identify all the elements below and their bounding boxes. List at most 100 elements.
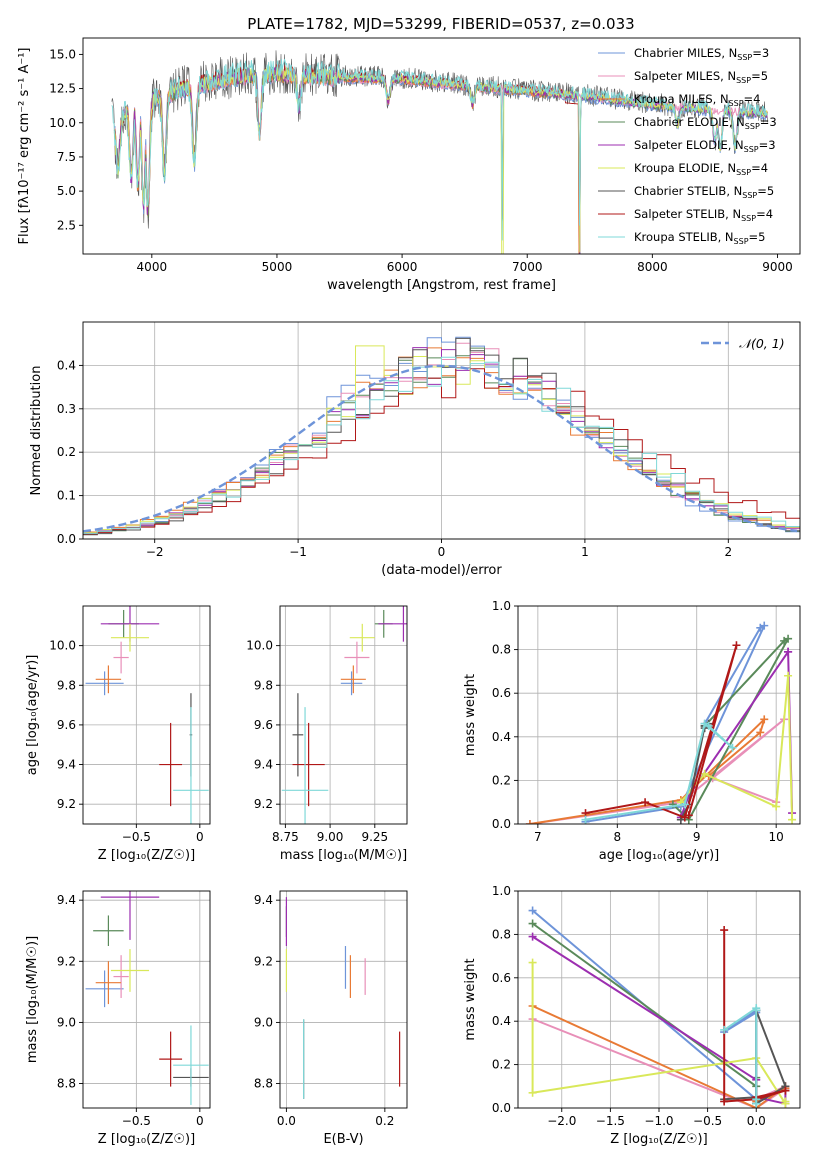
errorbar-point-2 (95, 665, 122, 694)
weight-marker (780, 636, 789, 645)
x-tick-label: 8.75 (272, 830, 299, 844)
figure-title: PLATE=1782, MJD=53299, FIBERID=0537, z=0… (247, 15, 634, 33)
axes-frame (279, 890, 408, 1109)
y-tick-label: 9.6 (254, 718, 273, 732)
panel-mass-vs-EBV: 0.0 0.2 8.8 9.0 9.2 9.4 E(B-V) (254, 890, 408, 1147)
weight-marker (732, 641, 741, 650)
y-tick-label: 0.0 (492, 817, 511, 831)
errorbar-point-2 (95, 961, 122, 1005)
x-tick-label: −0.5 (122, 1114, 151, 1128)
x-tick-label: 7000 (512, 260, 543, 274)
x-tick-label: 7 (534, 830, 542, 844)
panel-mass-vs-Z: −0.5 0 8.8 9.0 9.2 9.4 Z [log₁₀(Z/Z☉)] mass [lo… (25, 890, 211, 1147)
errorbar-point-2 (340, 665, 366, 694)
errorbar-point-5 (110, 623, 150, 652)
weight-marker (528, 958, 537, 967)
legend-label: Kroupa ELODIE, NSSP=4 (634, 161, 768, 177)
y-tick-label: 1.0 (492, 884, 511, 898)
weight-marker (752, 1006, 761, 1015)
axes-frame (82, 37, 801, 255)
panel-residuals: −2 −1 0 1 2 0.0 0.1 0.2 0.3 0.4 (data-model)/error… (29, 321, 801, 578)
errorbar-point-5 (349, 623, 375, 652)
x-tick-label: 0.0 (747, 1114, 766, 1128)
y-tick-label: 9.0 (57, 1015, 76, 1029)
weight-marker (581, 815, 590, 824)
x-axis-label: (data-model)/error (381, 563, 502, 578)
plot-area-spectrum (111, 50, 768, 254)
y-tick-label: 9.2 (254, 954, 273, 968)
errorbar-point-8 (173, 1025, 209, 1105)
x-tick-label: 5000 (262, 260, 293, 274)
y-axis-label: mass weight (463, 674, 478, 756)
y-tick-label: 0.4 (492, 1014, 511, 1028)
weight-marker (784, 647, 793, 656)
x-tick-label: 9 (693, 830, 701, 844)
legend-label: Salpeter ELODIE, NSSP=3 (634, 138, 776, 154)
legend: 𝒩(0, 1) (701, 336, 785, 351)
axes-frame (279, 605, 408, 825)
x-tick-label: 10 (769, 830, 784, 844)
plot-area-mass-vs-Z (85, 891, 209, 1105)
errorbar-point-8 (281, 707, 329, 824)
weight-line-3 (532, 922, 758, 1104)
y-axis-label: Flux [fλ10⁻¹⁷ erg cm⁻² s⁻¹ A⁻¹] (17, 48, 32, 245)
errorbar-point-0 (340, 671, 363, 696)
panel-weight-vs-Z: −2.0 −1.5 −1.0 −0.5 0.0 0.0 0.2 0.4 0.6 0.8 1.0 Z [… (463, 884, 801, 1147)
x-tick-label: 0 (196, 1114, 204, 1128)
x-axis-label: Z [log₁₀(Z/Z☉)] (98, 1132, 195, 1147)
panel-age-vs-Z: −0.5 0 9.2 9.4 9.6 9.8 10.0 Z [log₁₀(Z/Z☉)] age … (25, 605, 211, 863)
y-tick-label: 9.4 (254, 893, 273, 907)
y-tick-label: 5.0 (57, 184, 76, 198)
errorbar-point-8 (173, 707, 209, 824)
y-tick-label: 9.4 (57, 893, 76, 907)
y-tick-label: 10.0 (49, 116, 76, 130)
weight-line-2 (529, 718, 766, 824)
weight-marker (784, 671, 793, 680)
weight-marker (528, 932, 537, 941)
y-tick-label: 10.0 (246, 639, 273, 653)
y-tick-label: 8.8 (57, 1077, 76, 1091)
x-axis-label: age [log₁₀(age/yr)] (599, 848, 720, 863)
errorbar-point-6 (292, 693, 304, 777)
weight-marker (528, 1088, 537, 1097)
errorbar-point-1 (344, 641, 370, 674)
weight-marker (772, 802, 781, 811)
legend-label: Salpeter STELIB, NSSP=4 (634, 207, 773, 223)
y-tick-label: 0.6 (492, 971, 511, 985)
plot-area-residuals (83, 336, 800, 536)
x-tick-label: −1.0 (644, 1114, 673, 1128)
x-tick-label: −2 (146, 545, 164, 559)
weight-marker (528, 919, 537, 928)
y-tick-label: 0.8 (492, 927, 511, 941)
weight-marker (525, 820, 534, 824)
plot-area-weight-vs-Z (528, 906, 790, 1108)
errorbar-point-7 (159, 722, 183, 807)
x-tick-label: −0.5 (122, 830, 151, 844)
x-tick-label: 9000 (762, 260, 793, 274)
weight-marker (788, 815, 797, 824)
weight-marker (704, 721, 713, 730)
x-tick-label: 6000 (387, 260, 418, 274)
legend-label: Chabrier MILES, NSSP=3 (634, 46, 769, 62)
y-tick-label: 0.0 (492, 1101, 511, 1115)
x-axis-label: Z [log₁₀(Z/Z☉)] (98, 848, 195, 863)
weight-marker (756, 623, 765, 632)
errorbar-point-3 (93, 915, 124, 947)
x-tick-label: −2.0 (547, 1114, 576, 1128)
x-tick-label: 0.0 (277, 1114, 296, 1128)
errorbar-point-4 (100, 891, 160, 940)
y-tick-label: 0.0 (57, 532, 76, 546)
weight-marker (641, 798, 650, 807)
y-tick-label: 1.0 (492, 599, 511, 613)
weight-marker (760, 715, 769, 724)
spectrum-line-8 (111, 58, 768, 241)
y-tick-label: 9.2 (57, 797, 76, 811)
weight-line-7 (723, 930, 787, 1103)
weight-marker (720, 1097, 729, 1106)
x-tick-label: 8 (613, 830, 621, 844)
legend: Chabrier MILES, NSSP=3 Salpeter MILES, NS… (598, 46, 777, 246)
legend-label: 𝒩(0, 1) (739, 336, 785, 351)
weight-marker (528, 906, 537, 915)
y-tick-label: 15.0 (49, 47, 76, 61)
